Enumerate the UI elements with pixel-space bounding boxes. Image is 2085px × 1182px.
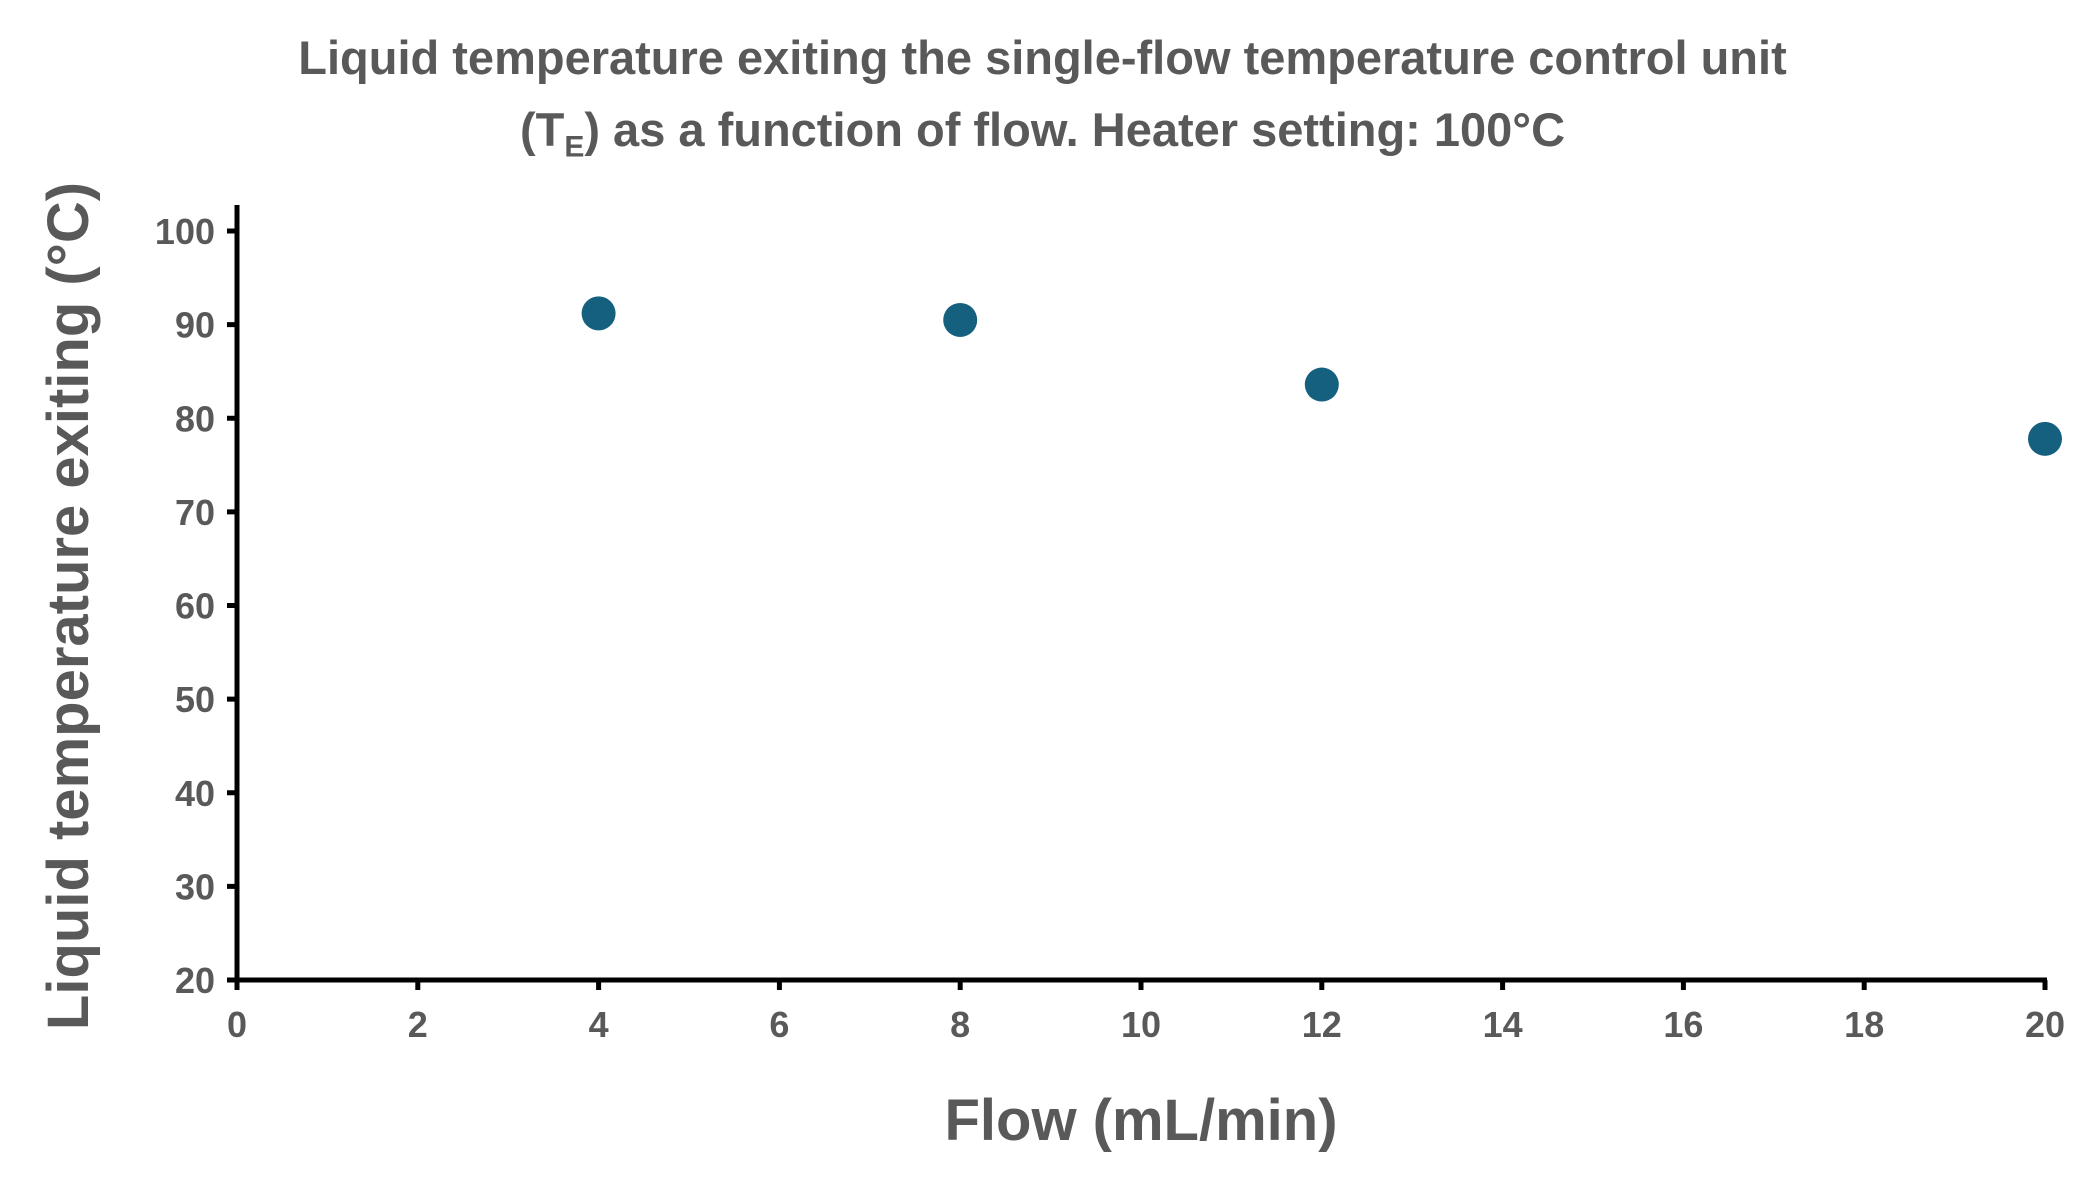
x-tick-label: 14 <box>1483 1004 1523 1045</box>
chart-title: Liquid temperature exiting the single-fl… <box>0 22 2085 183</box>
data-point <box>943 302 978 337</box>
y-tick-label: 90 <box>175 305 215 346</box>
x-tick-label: 0 <box>227 1004 247 1045</box>
title-suffix: ) as a function of flow. Heater setting:… <box>584 103 1566 156</box>
x-tick-label: 8 <box>950 1004 970 1045</box>
x-tick-label: 12 <box>1302 1004 1342 1045</box>
y-tick-label: 20 <box>175 960 215 1001</box>
title-prefix: (T <box>519 103 565 156</box>
x-tick-label: 6 <box>769 1004 789 1045</box>
title-subscript: E <box>564 130 585 164</box>
data-point <box>2028 421 2062 456</box>
y-tick-label: 30 <box>175 866 215 907</box>
title-line-2: (TE) as a function of flow. Heater setti… <box>0 94 2085 183</box>
y-tick-label: 40 <box>175 773 215 814</box>
data-point <box>1304 367 1339 402</box>
y-tick-label: 50 <box>175 679 215 720</box>
x-tick-label: 20 <box>2025 1004 2065 1045</box>
title-line-1: Liquid temperature exiting the single-fl… <box>298 31 1787 84</box>
x-tick-label: 18 <box>1844 1004 1884 1045</box>
x-tick-label: 4 <box>589 1004 609 1045</box>
y-tick-label: 80 <box>175 398 215 439</box>
y-tick-label: 100 <box>155 211 215 252</box>
y-axis-title: Liquid temperature exiting (°C) <box>36 182 101 1030</box>
x-tick-label: 10 <box>1121 1004 1161 1045</box>
x-axis-title: Flow (mL/min) <box>944 1088 1337 1153</box>
y-tick-label: 70 <box>175 492 215 533</box>
y-tick-label: 60 <box>175 586 215 627</box>
data-point <box>581 296 616 331</box>
x-tick-label: 2 <box>408 1004 428 1045</box>
x-tick-label: 16 <box>1663 1004 1703 1045</box>
